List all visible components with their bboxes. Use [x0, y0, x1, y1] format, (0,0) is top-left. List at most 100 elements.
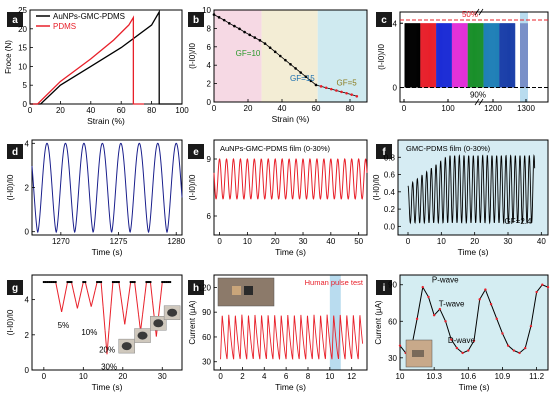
y-tick-label: 10 — [202, 6, 211, 15]
data-point — [165, 281, 168, 284]
y-tick-label: 30 — [202, 358, 211, 367]
y-tick-label: 6 — [207, 43, 212, 52]
shaded-region — [261, 10, 318, 102]
cycle-block-6 — [499, 23, 516, 88]
y-axis-label: (I-I0)/I0 — [188, 174, 197, 200]
plot-frame — [213, 139, 368, 236]
x-tick-label: 40 — [278, 104, 287, 113]
data-point — [461, 351, 464, 355]
x-tick-label: 20 — [56, 106, 65, 115]
data-point — [133, 281, 136, 284]
data-point — [467, 349, 470, 352]
photo-inset-object — [137, 331, 148, 340]
data-point — [299, 71, 303, 74]
y-axis-label: (I-I0)/I0 — [377, 44, 386, 70]
x-tick-label: 12 — [347, 372, 356, 381]
cycle-block-5 — [483, 23, 500, 88]
y-tick-label: 90 — [388, 281, 397, 290]
x-tick-label: 10 — [79, 372, 88, 381]
data-point — [52, 281, 55, 284]
x-axis-label: Time (s) — [275, 247, 306, 257]
series-line — [220, 314, 364, 361]
series-segment — [126, 296, 130, 311]
y-tick-label: 0.2 — [384, 205, 396, 214]
y-tick-label: 0 — [393, 84, 398, 93]
series-segment — [157, 300, 161, 319]
series-segment — [124, 310, 128, 325]
data-point — [222, 18, 226, 22]
panel-label-box — [376, 280, 392, 295]
annotation-low: 90% — [470, 91, 486, 100]
series-segment — [102, 306, 106, 331]
shaded-region — [214, 10, 262, 102]
photo-inset-object — [244, 286, 253, 295]
panel-label-text: a — [12, 15, 18, 26]
data-point — [149, 281, 152, 284]
y-axis-label: (I-I0)/I0 — [6, 309, 15, 335]
strain-label: 10% — [81, 328, 97, 337]
x-tick-label: 1200 — [484, 104, 502, 113]
series-segment — [142, 298, 145, 315]
x-axis-label: Time (s) — [459, 382, 490, 392]
x-tick-label: 0 — [212, 104, 217, 113]
panel-label-e: e — [188, 144, 204, 159]
series-segment — [122, 310, 126, 325]
series-segment — [128, 281, 132, 297]
x-tick-label: 10 — [243, 237, 252, 246]
panel-label-text: e — [193, 147, 199, 158]
data-point — [228, 22, 231, 25]
panel-label-box — [188, 144, 204, 159]
data-point — [289, 62, 292, 66]
series-line — [31, 142, 183, 234]
highlight-band — [520, 12, 528, 102]
panel-label-c: c — [376, 12, 392, 27]
cycle-fill — [499, 23, 516, 88]
x-tick-label: 1270 — [52, 237, 70, 246]
x-tick-label: 1280 — [167, 237, 185, 246]
y-tick-label: 2 — [25, 184, 30, 193]
data-point — [350, 93, 354, 96]
series-segment — [104, 330, 108, 355]
x-tick-label: 10.3 — [426, 372, 442, 381]
data-point — [330, 87, 333, 91]
data-point — [415, 317, 419, 321]
series-line-1 — [30, 15, 144, 105]
series-segment — [149, 281, 153, 301]
data-point — [161, 281, 164, 284]
y-axis-label: (I-I0)/I0 — [6, 174, 15, 200]
data-point — [253, 36, 257, 39]
data-point — [258, 39, 262, 42]
x-tick-label: 100 — [175, 106, 189, 115]
panel-label-text: d — [12, 147, 18, 158]
y-tick-label: 15 — [18, 44, 27, 53]
axis-break-mark — [474, 98, 480, 106]
panel-label-box — [376, 144, 392, 159]
series-segment — [136, 298, 140, 315]
x-tick-label: 30 — [504, 237, 513, 246]
data-point — [524, 346, 527, 350]
x-tick-label: 80 — [147, 106, 156, 115]
series-segment — [65, 281, 69, 293]
x-tick-label: 1300 — [517, 104, 535, 113]
x-axis-label: Time (s) — [92, 382, 123, 392]
legend-entry: PDMS — [53, 22, 76, 31]
photo-inset-object — [153, 319, 164, 328]
series-segment — [72, 290, 76, 300]
series-segment — [106, 330, 110, 355]
data-point — [309, 79, 313, 83]
cycle-fill — [452, 23, 468, 88]
series-segment — [76, 299, 80, 309]
photo-inset-object — [232, 286, 241, 295]
cycle-fill — [468, 23, 484, 88]
data-point — [70, 281, 73, 284]
y-tick-label: 0.6 — [384, 171, 396, 180]
panel-label-h: h — [188, 280, 204, 295]
data-point — [478, 298, 481, 301]
data-point — [455, 346, 459, 350]
series-segment — [90, 298, 94, 307]
x-tick-label: 10 — [437, 237, 446, 246]
cycle-fill — [484, 23, 500, 88]
data-point — [294, 67, 297, 70]
plot-frame — [29, 9, 183, 105]
